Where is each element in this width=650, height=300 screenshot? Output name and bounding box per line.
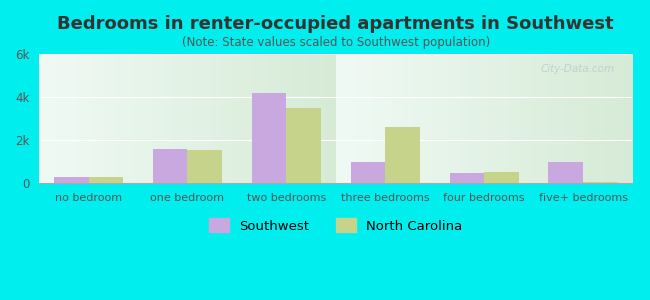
Legend: Southwest, North Carolina: Southwest, North Carolina	[209, 218, 462, 233]
Bar	[549, 162, 583, 183]
Bar	[54, 177, 88, 183]
Bar	[350, 162, 385, 183]
Text: City-Data.com: City-Data.com	[541, 64, 615, 74]
Bar	[583, 182, 618, 183]
Title: Bedrooms in renter-occupied apartments in Southwest: Bedrooms in renter-occupied apartments i…	[57, 15, 614, 33]
Bar	[187, 150, 222, 183]
Bar	[484, 172, 519, 183]
Bar	[252, 93, 287, 183]
Bar	[88, 177, 123, 183]
Bar	[153, 149, 187, 183]
Bar	[385, 127, 420, 183]
Bar	[287, 108, 321, 183]
Bar	[450, 172, 484, 183]
Text: (Note: State values scaled to Southwest population): (Note: State values scaled to Southwest …	[181, 36, 490, 49]
